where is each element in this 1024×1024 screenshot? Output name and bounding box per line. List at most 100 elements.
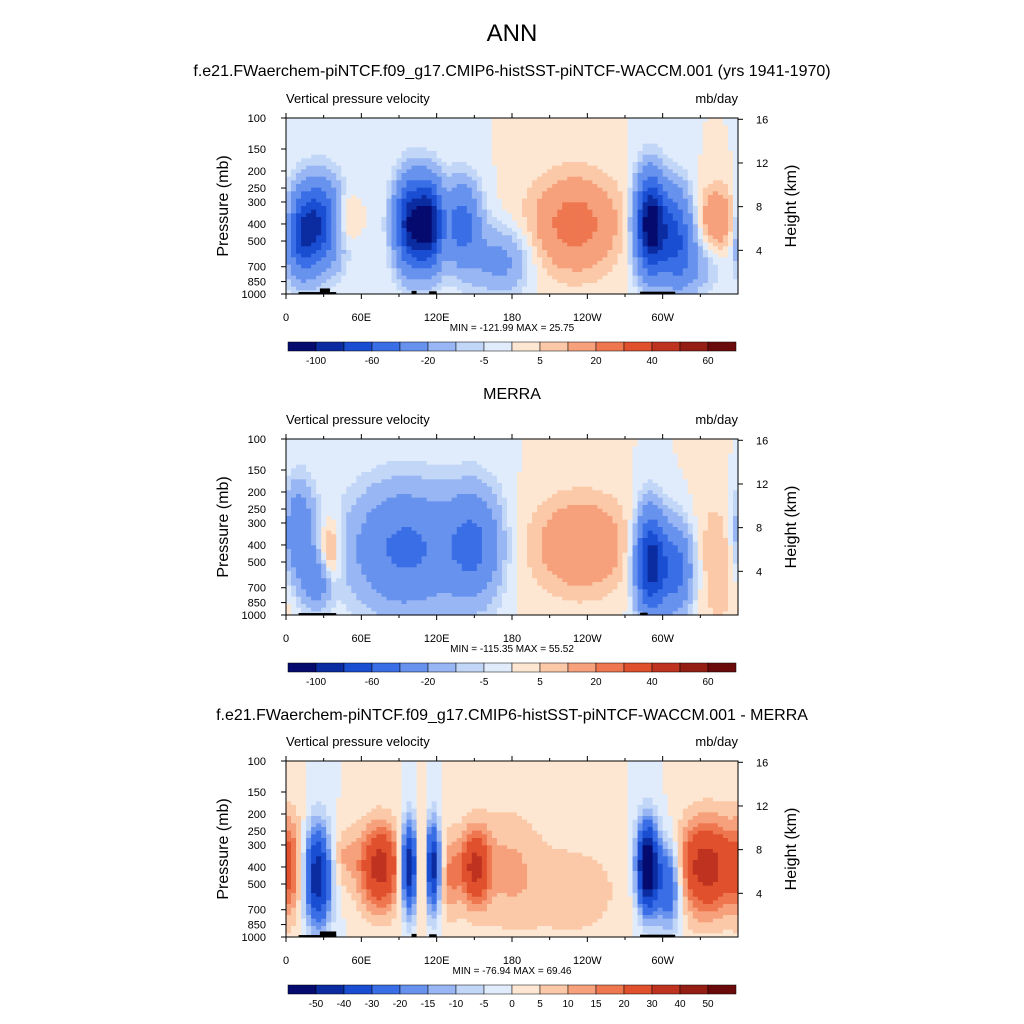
heatmap-cell xyxy=(341,224,347,229)
heatmap-cell xyxy=(687,195,694,200)
y-tick-label: 200 xyxy=(248,166,266,178)
heatmap-cell xyxy=(431,264,438,269)
heatmap-cell xyxy=(311,442,317,447)
heatmap-cell xyxy=(662,121,669,126)
heatmap-cell xyxy=(466,453,473,458)
heatmap-cell xyxy=(376,173,383,178)
heatmap-cell xyxy=(567,169,573,174)
heatmap-cell xyxy=(657,184,664,189)
heatmap-cell xyxy=(396,132,403,137)
heatmap-cell xyxy=(722,202,729,207)
heatmap-cell xyxy=(582,239,588,244)
heatmap-cell xyxy=(401,206,408,211)
heatmap-cell xyxy=(537,147,543,152)
heatmap-cell xyxy=(391,264,398,269)
heatmap-cell xyxy=(431,184,438,189)
heatmap-cell xyxy=(331,140,337,145)
heatmap-cell xyxy=(607,264,614,269)
heatmap-cell xyxy=(461,143,468,148)
heatmap-cell xyxy=(677,224,684,229)
heatmap-cell xyxy=(376,224,383,229)
heatmap-cell xyxy=(316,217,322,222)
heatmap-cell xyxy=(687,231,694,236)
heatmap-cell xyxy=(346,176,352,181)
heatmap-cell xyxy=(381,191,388,196)
heatmap-cell xyxy=(722,187,729,192)
heatmap-cell xyxy=(657,118,664,123)
heatmap-cell xyxy=(692,206,699,211)
heatmap-cell xyxy=(486,290,493,295)
heatmap-cell xyxy=(411,453,418,458)
heatmap-cell xyxy=(376,242,383,247)
heatmap-cell xyxy=(542,158,548,163)
heatmap-cell xyxy=(396,191,403,196)
heatmap-cell xyxy=(672,173,679,178)
heatmap-cell xyxy=(707,118,714,123)
heatmap-cell xyxy=(732,136,739,141)
heatmap-cell xyxy=(496,453,503,458)
heatmap-cell xyxy=(471,450,478,455)
heatmap-cell xyxy=(496,275,503,280)
heatmap-cell xyxy=(411,118,418,123)
heatmap-cell xyxy=(632,279,639,284)
heatmap-cell xyxy=(567,275,573,280)
heatmap-cell xyxy=(532,224,538,229)
heatmap-cell xyxy=(476,158,483,163)
heatmap-cell xyxy=(552,261,558,266)
heatmap-cell xyxy=(562,209,568,214)
heatmap-cell xyxy=(712,202,719,207)
heatmap-cell xyxy=(341,290,347,295)
heatmap-cell xyxy=(311,261,317,266)
heatmap-cell xyxy=(371,129,377,134)
heatmap-cell xyxy=(366,180,372,185)
heatmap-cell xyxy=(381,169,388,174)
heatmap-cell xyxy=(291,143,297,148)
heatmap-cell xyxy=(582,242,588,247)
heatmap-cell xyxy=(466,224,473,229)
heatmap-cell xyxy=(461,242,468,247)
heatmap-cell xyxy=(722,180,729,185)
heatmap-cell xyxy=(366,173,372,178)
heatmap-cell xyxy=(411,220,418,225)
heatmap-cell xyxy=(506,184,513,189)
heatmap-cell xyxy=(361,275,367,280)
heatmap-cell xyxy=(567,118,573,123)
heatmap-cell xyxy=(436,118,443,123)
heatmap-cell xyxy=(522,151,528,156)
heatmap-cell xyxy=(351,257,357,262)
heatmap-cell xyxy=(506,442,513,447)
heatmap-cell xyxy=(647,187,654,192)
heatmap-cell xyxy=(476,165,483,170)
heatmap-cell xyxy=(351,268,357,273)
heatmap-cell xyxy=(572,457,578,462)
heatmap-cell xyxy=(682,239,689,244)
heatmap-cell xyxy=(421,220,428,225)
heatmap-cell xyxy=(306,239,312,244)
heatmap-cell xyxy=(627,439,634,444)
heatmap-cell xyxy=(637,231,644,236)
heatmap-cell xyxy=(682,180,689,185)
heatmap-cell xyxy=(612,202,619,207)
heatmap-cell xyxy=(652,176,659,181)
heatmap-cell xyxy=(587,279,593,284)
heatmap-cell xyxy=(381,257,388,262)
heatmap-cell xyxy=(657,213,664,218)
heatmap-cell xyxy=(486,176,493,181)
heatmap-cell xyxy=(451,162,458,167)
heatmap-cell xyxy=(567,264,573,269)
heatmap-cell xyxy=(506,257,513,262)
heatmap-cell xyxy=(647,118,654,123)
heatmap-cell xyxy=(446,165,453,170)
heatmap-cell xyxy=(496,209,503,214)
heatmap-cell xyxy=(637,286,644,291)
chart-panel-2: 0 60E 120E 180 120W 60W1001502002503004005007… xyxy=(215,434,800,688)
heatmap-cell xyxy=(552,158,558,163)
heatmap-cell xyxy=(687,198,694,203)
heatmap-cell xyxy=(311,253,317,258)
heatmap-cell xyxy=(456,198,463,203)
heatmap-cell xyxy=(632,257,639,262)
heatmap-cell xyxy=(687,253,694,258)
heatmap-cell xyxy=(411,132,418,137)
heatmap-cell xyxy=(552,129,558,134)
heatmap-cell xyxy=(527,231,533,236)
